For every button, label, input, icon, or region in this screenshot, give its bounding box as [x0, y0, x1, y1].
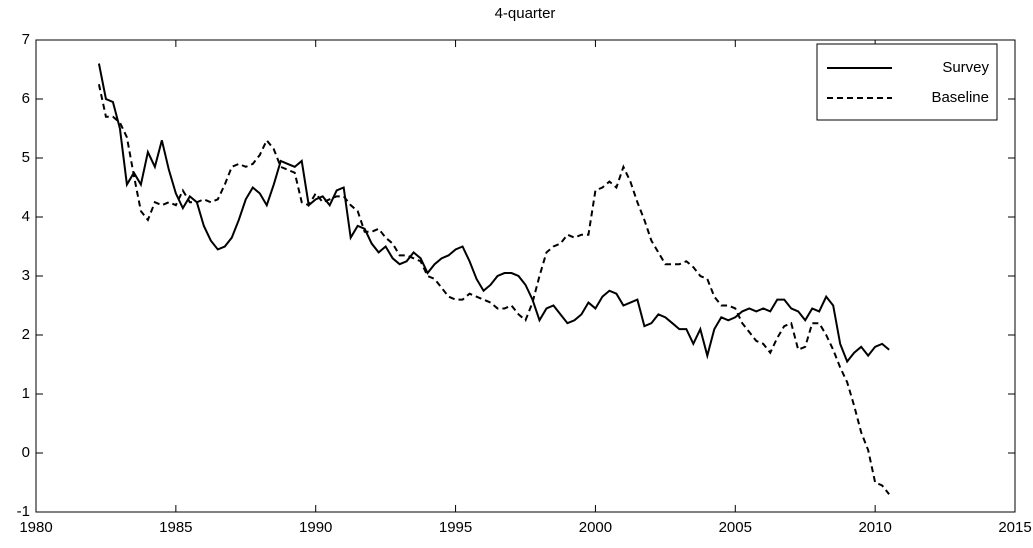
y-tick-label: 2 — [22, 326, 30, 343]
x-tick-label: 2005 — [719, 519, 752, 536]
y-tick-label: 3 — [22, 267, 30, 284]
y-tick-label: 4 — [22, 208, 30, 225]
x-tick-label: 1995 — [439, 519, 472, 536]
x-tick-label: 2000 — [579, 519, 612, 536]
y-tick-label: 6 — [22, 90, 30, 107]
legend-box — [816, 43, 998, 121]
y-tick-label: 0 — [22, 444, 30, 461]
y-tick-label: -1 — [17, 503, 30, 520]
legend-label: Baseline — [931, 89, 989, 106]
chart-title: 4-quarter — [495, 5, 556, 22]
legend-label: Survey — [942, 59, 989, 76]
data-line — [97, 63, 890, 364]
x-tick-label: 2015 — [998, 519, 1031, 536]
x-tick-label: 1990 — [299, 519, 332, 536]
x-tick-label: 1980 — [19, 519, 52, 536]
y-tick-label: 7 — [22, 31, 30, 48]
y-tick-label: 5 — [22, 149, 30, 166]
data-line — [97, 84, 890, 495]
y-tick-label: 1 — [22, 385, 30, 402]
x-tick-label: 2010 — [858, 519, 891, 536]
x-tick-label: 1985 — [159, 519, 192, 536]
